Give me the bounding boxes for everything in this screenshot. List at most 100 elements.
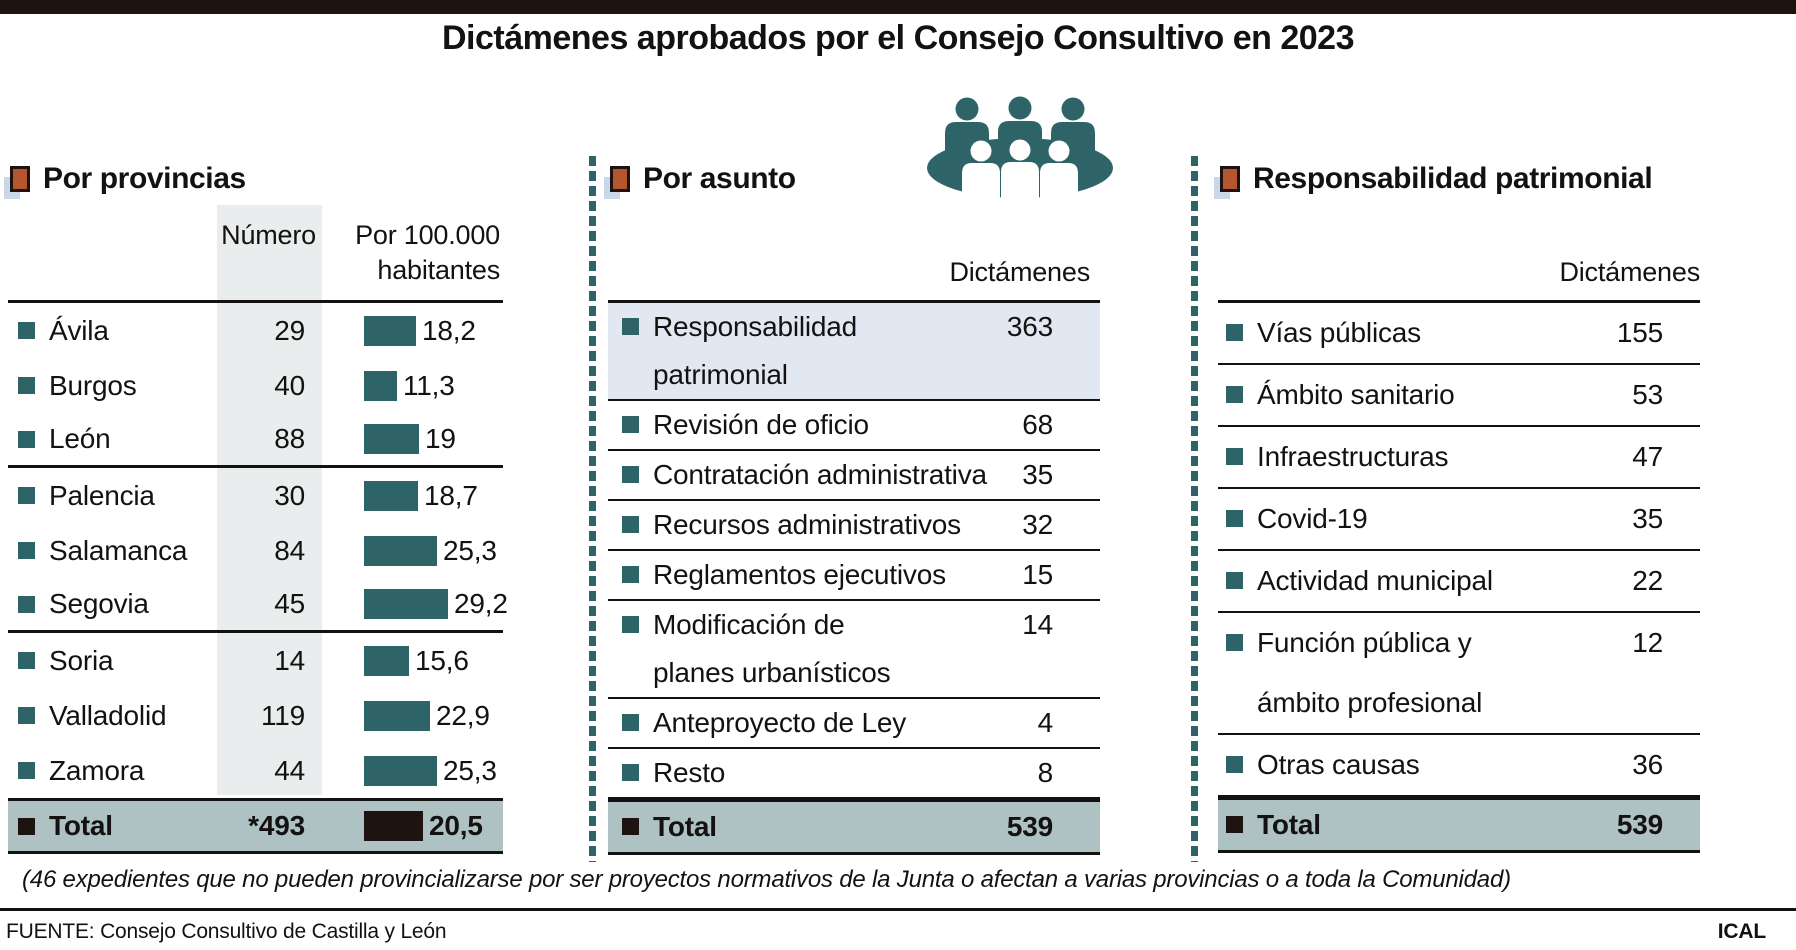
row-value: 47 [1632, 441, 1663, 472]
liability-row: Otras causas 36 [1218, 735, 1700, 797]
total-value: 539 [1616, 809, 1663, 840]
province-row: León 88 19 [8, 413, 503, 468]
subjects-row: Modificación de planes urbanísticos 14 [608, 601, 1100, 699]
province-name: León [49, 423, 111, 454]
total-label: Total [653, 811, 717, 842]
column-divider-icon [1191, 156, 1198, 862]
bullet-square-icon [622, 714, 639, 731]
bullet-square-icon [18, 595, 35, 613]
footnote: (46 expedientes que no pueden provincial… [22, 866, 1511, 893]
province-rate: 18,7 [424, 479, 478, 511]
liability-row: Infraestructuras 47 [1218, 427, 1700, 489]
rate-bar [364, 480, 418, 511]
bullet-square-icon [1226, 572, 1243, 589]
numero-column-stripe [217, 205, 322, 795]
province-name: Ávila [49, 314, 109, 346]
row-label: Modificación de planes urbanísticos [653, 609, 891, 688]
row-value: 12 [1632, 627, 1663, 658]
subjects-row: Responsabilidad patrimonial 363 [608, 303, 1100, 401]
bullet-square-icon [1226, 510, 1243, 527]
rate-bar [364, 589, 448, 619]
row-value: 32 [1022, 509, 1053, 540]
meeting-people-icon [927, 96, 1113, 207]
subjects-row: Contratación administrativa 35 [608, 451, 1100, 501]
rate-bar-wrap: 22,9 [364, 688, 490, 743]
bullet-square-icon [18, 377, 35, 394]
province-number: 119 [260, 699, 305, 731]
row-value: 35 [1632, 503, 1663, 534]
bullet-square-icon [622, 764, 639, 781]
section-heading-label: Responsabilidad patrimonial [1253, 162, 1653, 195]
province-row: Zamora 44 25,3 [8, 743, 503, 798]
page-title: Dictámenes aprobados por el Consejo Cons… [441, 19, 1355, 57]
section-bullet-icon [10, 166, 30, 192]
section-heading-provincias: Por provincias [8, 162, 246, 196]
row-label: Ámbito sanitario [1257, 379, 1455, 410]
bullet-square-icon [622, 616, 639, 633]
rate-bar-wrap: 15,6 [364, 633, 469, 688]
total-bullet-icon [622, 818, 639, 835]
province-number: 44 [274, 754, 305, 786]
province-number: 14 [274, 644, 305, 676]
row-value: 22 [1632, 565, 1663, 596]
column-header-rate: Por 100.000 habitantes [355, 218, 500, 288]
row-label: Vías públicas [1257, 317, 1421, 348]
row-value: 68 [1022, 409, 1053, 440]
row-label: Anteproyecto de Ley [653, 707, 907, 738]
row-value: 155 [1616, 317, 1663, 348]
bullet-square-icon [622, 566, 639, 583]
bullet-square-icon [18, 487, 35, 504]
total-label: Total [1257, 809, 1321, 840]
row-value: 35 [1022, 459, 1053, 490]
total-number: *493 [248, 810, 305, 841]
subjects-table: Responsabilidad patrimonial 363 Revisión de… [608, 300, 1100, 855]
province-row: Ávila 29 18,2 [8, 303, 503, 358]
total-rate: 20,5 [429, 810, 483, 841]
bullet-square-icon [18, 322, 35, 339]
rate-bar [364, 755, 437, 786]
row-label: Función pública y ámbito profesional [1257, 627, 1483, 718]
total-bullet-icon [18, 817, 35, 835]
total-bar-wrap: 20,5 [364, 801, 483, 851]
province-row: Valladolid 119 22,9 [8, 688, 503, 743]
bullet-square-icon [1226, 324, 1243, 341]
row-label: Covid-19 [1257, 503, 1368, 534]
province-row: Burgos 40 11,3 [8, 358, 503, 413]
row-label: Responsabilidad patrimonial [653, 311, 858, 390]
bullet-square-icon [622, 318, 639, 335]
province-name: Burgos [49, 369, 137, 401]
total-bullet-icon [1226, 816, 1243, 833]
subjects-row: Recursos administrativos 32 [608, 501, 1100, 551]
total-value: 539 [1006, 811, 1053, 842]
province-rate: 22,9 [436, 699, 490, 731]
column-header-numero: Número [221, 220, 316, 250]
section-bullet-icon [1220, 166, 1240, 192]
row-label: Contratación administrativa [653, 459, 987, 490]
bullet-square-icon [18, 707, 35, 724]
row-value: 8 [1037, 757, 1054, 788]
section-heading-asunto: Por asunto [608, 162, 796, 196]
province-number: 30 [274, 479, 305, 511]
liability-total-row: Total 539 [1218, 797, 1700, 853]
column-header-dictamenes: Dictámenes [949, 257, 1090, 287]
row-label: Resto [653, 757, 726, 788]
province-rate: 25,3 [443, 754, 497, 786]
provinces-total-row: Total *493 20,5 [8, 798, 503, 854]
row-label: Revisión de oficio [653, 409, 869, 440]
total-label: Total [49, 810, 113, 841]
bullet-square-icon [622, 466, 639, 483]
province-name: Zamora [49, 754, 145, 786]
row-value: 14 [1022, 609, 1053, 640]
subjects-row: Revisión de oficio 68 [608, 401, 1100, 451]
column-header-rate-line1: Por 100.000 [355, 220, 500, 250]
source-label: FUENTE: Consejo Consultivo de Castilla y… [6, 920, 447, 943]
province-name: Segovia [49, 588, 149, 619]
province-number: 45 [274, 588, 305, 619]
province-name: Valladolid [49, 699, 167, 731]
rate-bar-wrap: 18,7 [364, 468, 478, 523]
liability-row: Función pública y ámbito profesional 12 [1218, 613, 1700, 735]
rate-bar-wrap: 25,3 [364, 743, 497, 798]
province-rate: 29,2 [454, 588, 508, 619]
row-value: 4 [1037, 707, 1054, 738]
column-header-rate-line2: habitantes [377, 255, 500, 285]
